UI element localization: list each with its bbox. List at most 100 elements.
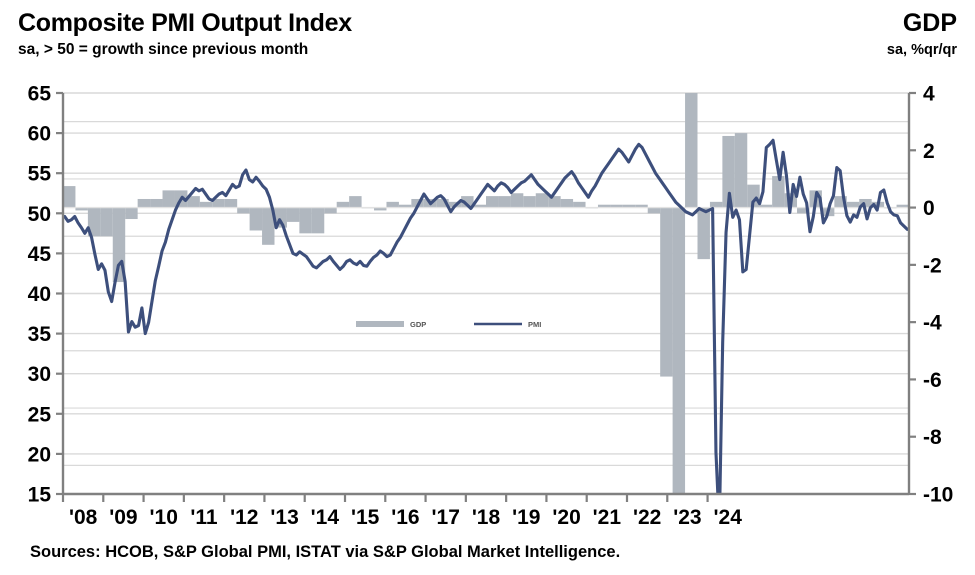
x-tick-label: '16 [391,506,419,529]
x-tick-label: '19 [512,506,540,529]
gdp-bar [722,135,735,208]
x-axis-labels: '08 '09 '10 '11 '12 '13 '14 '15 '16 '17 '18 '19 '20 '… [61,494,743,529]
y-tick-label-right: -4 [923,312,942,335]
gdp-bar [436,198,449,208]
y-tick-label-right: 4 [923,83,935,106]
gdp-bar [249,207,263,231]
gdp-bar [510,193,524,208]
y-tick-label-left: 15 [28,484,52,507]
x-tick-label: '17 [432,506,460,529]
secondary-axis-subtitle: sa, %qr/qr [886,42,957,58]
gdp-bar [498,196,511,208]
gdp-bar [759,204,773,208]
x-tick-label: '15 [351,506,380,529]
legend-swatch-gdp [356,321,404,327]
gdp-bar [386,201,399,208]
chart-legend: GDP PMI [356,320,541,329]
gdp-bar [398,204,412,208]
page-subtitle: sa, > 50 = growth since previous month [18,41,309,58]
x-tick-label: '18 [472,506,501,529]
x-tick-label: '23 [673,506,701,529]
x-tick-label: '13 [270,506,298,529]
gdp-bar [896,204,909,208]
x-tick-label: '11 [190,506,218,529]
gdp-bar [697,207,710,260]
gdp-bar [610,204,623,208]
gdp-bar [473,204,486,208]
y-tick-label-right: -2 [923,254,942,277]
gdp-bar [747,184,760,208]
y-tick-label-right: -6 [923,369,942,392]
y-tick-label-right: 0 [923,197,935,220]
x-tick-label: '12 [230,506,258,529]
y-tick-label-left: 50 [28,203,51,226]
y-tick-label-left: 65 [28,83,52,106]
gdp-bar [523,196,536,208]
legend-label-pmi: PMI [528,320,541,329]
x-tick-label: '24 [714,506,743,529]
y-tick-label-left: 30 [28,363,51,386]
gdp-bar [324,207,337,214]
gdp-bar [834,196,847,208]
gdp-bar [150,198,163,208]
y-tick-label-left: 40 [28,283,51,306]
gdp-bar [299,207,312,234]
gdp-bar [199,201,213,208]
y-tick-label-right: 2 [923,140,935,163]
gdp-bar [635,204,648,208]
gdp-bar [237,207,250,214]
x-tick-label: '10 [150,506,178,529]
x-tick-label: '22 [633,506,661,529]
gdp-bar [63,186,76,208]
pmi-line [63,138,909,494]
y-axis-right-labels: 4 2 0 -2 -4 -6 -8 -10 [909,83,953,507]
gdp-bar [846,201,860,208]
legend-label-gdp: GDP [410,320,426,329]
y-tick-label-left: 60 [28,123,51,146]
gdp-bar [647,207,661,214]
gdp-bar [75,207,88,211]
page-title: Composite PMI Output Index [18,9,352,37]
gdp-bar [859,198,872,208]
gdp-bar [349,196,362,208]
y-axis-left-labels: 65 60 55 50 45 40 35 30 25 20 15 [28,83,63,507]
y-tick-label-right: -8 [923,426,942,449]
y-tick-label-left: 25 [28,403,52,426]
gdp-bar [224,198,238,208]
gdp-bars [63,93,909,494]
chart-header-right: GDP sa, %qr/qr [887,8,957,60]
gdp-bar [486,196,499,208]
gdp-bar [286,207,300,222]
x-tick-label: '08 [69,506,98,529]
gdp-bar [548,196,561,208]
gdp-bar [311,207,325,234]
gdp-bar [597,204,611,208]
sources-note: Sources: HCOB, S&P Global PMI, ISTAT via… [30,543,621,561]
gridlines [63,92,909,495]
gdp-bar [374,207,387,211]
gdp-bar [162,190,175,208]
gdp-bar [560,198,574,208]
gdp-bar [336,201,350,208]
gdp-bar [660,207,673,377]
gdp-bar [461,196,474,208]
gdp-bar [709,201,723,208]
y-tick-label-left: 20 [28,443,51,466]
gdp-bar [187,196,200,208]
x-tick-label: '20 [552,506,580,529]
x-tick-label: '21 [593,506,622,529]
gdp-bar [212,198,225,208]
gdp-bar [535,193,549,208]
gdp-bar [262,207,275,245]
gdp-bar [734,133,748,208]
gdp-bar [685,93,698,208]
gdp-bar [797,207,810,214]
gdp-bar [125,207,138,220]
gdp-bar [87,207,101,237]
y-tick-label-left: 45 [28,243,52,266]
gdp-bar [573,201,586,208]
y-tick-label-right: -10 [923,484,953,507]
y-tick-label-left: 35 [28,323,52,346]
